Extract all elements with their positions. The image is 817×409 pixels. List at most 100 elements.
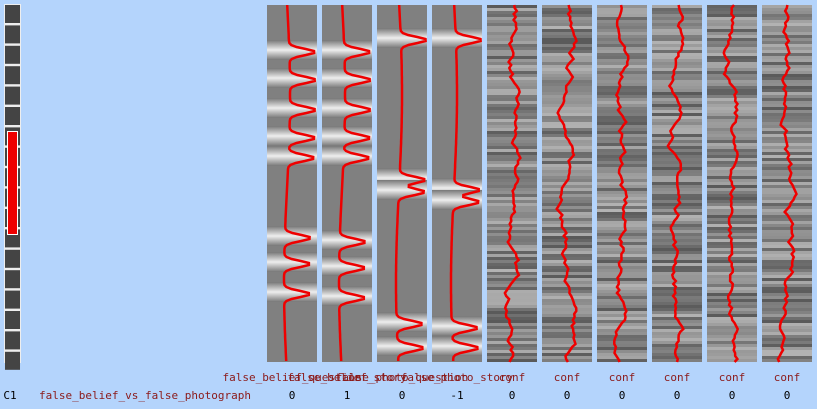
column-stripe xyxy=(707,311,757,314)
column-stripe xyxy=(487,146,537,149)
column-stripe xyxy=(542,131,592,134)
column-stripe xyxy=(542,116,592,119)
column-stripe xyxy=(762,119,812,122)
column-stripe xyxy=(652,350,702,353)
column-stripe xyxy=(707,134,757,137)
column-stripe xyxy=(762,176,812,179)
column-stripe xyxy=(487,119,537,122)
column-stripe xyxy=(762,224,812,227)
column-stripe xyxy=(487,284,537,287)
column-stripe xyxy=(762,350,812,353)
column-stripe xyxy=(762,263,812,266)
column-stripe xyxy=(652,8,702,11)
column-stripe xyxy=(487,137,537,140)
column-stripe xyxy=(597,332,647,335)
column-stripe xyxy=(542,311,592,314)
column-stripe xyxy=(707,224,757,227)
column-stripe xyxy=(542,74,592,77)
column-stripe xyxy=(487,179,537,182)
column-stripe xyxy=(762,98,812,101)
column-stripe xyxy=(542,26,592,29)
strip-marker xyxy=(8,132,17,234)
column-stripe xyxy=(487,317,537,320)
column-stripe xyxy=(597,35,647,38)
column-stripe xyxy=(707,68,757,71)
strip-segment xyxy=(5,5,20,23)
column-stripe xyxy=(542,200,592,203)
column-stripe xyxy=(762,125,812,128)
column-stripe xyxy=(762,359,812,362)
column-stripe xyxy=(707,215,757,218)
column-stripe xyxy=(652,71,702,74)
column-stripe xyxy=(542,287,592,290)
regressor-curve xyxy=(613,4,630,363)
column-stripe xyxy=(652,293,702,296)
regressor-columns: false_belief_question 0 false_belief_story… xyxy=(222,4,812,402)
column-stripe xyxy=(652,35,702,38)
column-stripe xyxy=(597,344,647,347)
column-stripe xyxy=(487,266,537,269)
column-stripe xyxy=(597,359,647,362)
column-stripe xyxy=(597,110,647,113)
column-stripe xyxy=(707,47,757,50)
column-stripe xyxy=(542,329,592,332)
column-stripe xyxy=(542,335,592,338)
column-stripe xyxy=(707,98,757,101)
column-stripe xyxy=(762,197,812,200)
column-stripe xyxy=(762,182,812,185)
column-stripe xyxy=(487,335,537,338)
column-stripe xyxy=(542,326,592,329)
column-stripe xyxy=(707,71,757,74)
column-stripe xyxy=(597,200,647,203)
column-stripe xyxy=(707,113,757,116)
column-stripe xyxy=(707,233,757,236)
column-label: conf xyxy=(609,371,636,384)
column-stripe xyxy=(542,23,592,26)
column-stripe xyxy=(597,350,647,353)
column-stripe xyxy=(652,323,702,326)
column-image xyxy=(267,5,317,362)
column-stripe xyxy=(487,8,537,11)
column-stripe xyxy=(652,305,702,308)
column-stripe xyxy=(652,278,702,281)
column-stripe xyxy=(597,173,647,176)
column-stripe xyxy=(597,29,647,32)
column-stripe xyxy=(707,158,757,161)
column-stripe xyxy=(652,197,702,200)
contrast-id: C1 xyxy=(3,389,16,402)
column-stripe xyxy=(707,155,757,158)
column-stripe xyxy=(652,263,702,266)
column-stripe xyxy=(762,122,812,125)
column-stripe xyxy=(652,77,702,80)
column-stripe xyxy=(597,80,647,83)
column-stripe xyxy=(597,263,647,266)
strip-segment xyxy=(5,107,20,125)
regressor-curve xyxy=(776,4,798,363)
column-stripe xyxy=(762,257,812,260)
column-stripe xyxy=(487,53,537,56)
column-stripe xyxy=(487,110,537,113)
column-stripe xyxy=(487,323,537,326)
column-stripe xyxy=(652,137,702,140)
column-stripe xyxy=(762,335,812,338)
column-label: false_belief_story xyxy=(287,371,407,384)
column-stripe xyxy=(542,149,592,152)
column-stripe xyxy=(652,68,702,71)
column-stripe xyxy=(597,275,647,278)
column-stripe xyxy=(597,44,647,47)
column-stripe xyxy=(542,197,592,200)
column-stripe xyxy=(542,188,592,191)
column-stripe xyxy=(487,200,537,203)
column-stripe xyxy=(762,170,812,173)
column-stripe xyxy=(652,50,702,53)
column-stripe xyxy=(707,101,757,104)
column-stripe xyxy=(652,125,702,128)
column-stripe xyxy=(487,233,537,236)
column-stripe xyxy=(487,299,537,302)
column-stripe xyxy=(487,188,537,191)
column-stripe xyxy=(542,32,592,35)
column-stripe xyxy=(487,131,537,134)
column-stripe xyxy=(542,17,592,20)
column-stripe xyxy=(487,359,537,362)
